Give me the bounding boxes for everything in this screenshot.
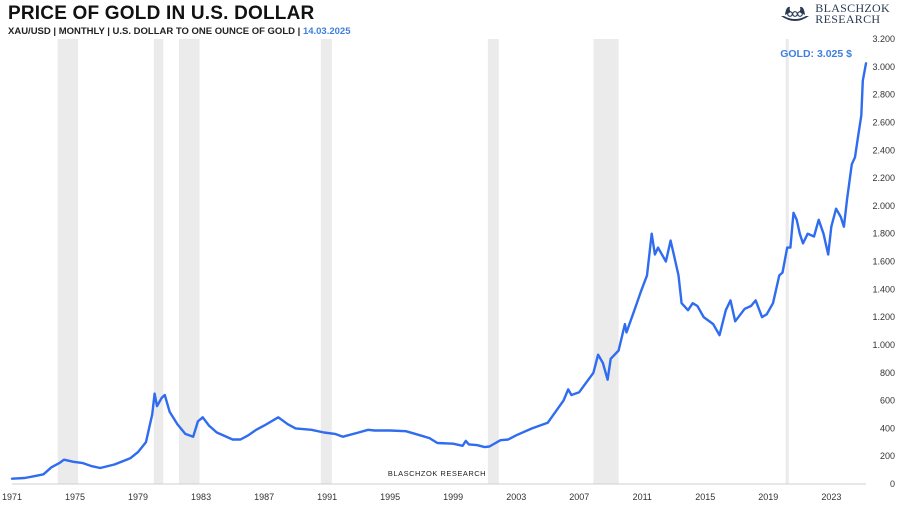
logo-line1: BLASCHZOK [815,1,890,15]
logo-line2: RESEARCH [815,12,881,26]
y-tick-label: 1.600 [872,257,895,267]
y-tick-label: 400 [880,423,895,433]
x-tick-label: 1987 [254,492,274,502]
shaded-period-5 [593,39,619,484]
shaded-period-6 [785,39,789,484]
shaded-period-2 [179,39,200,484]
viking-ship-icon [781,6,810,21]
x-tick-label: 1983 [191,492,211,502]
x-tick-label: 1971 [2,492,22,502]
chart-title: PRICE OF GOLD IN U.S. DOLLAR [8,3,315,24]
x-tick-label: 1991 [317,492,337,502]
chart-subtitle: XAU/USD | MONTHLY | U.S. DOLLAR TO ONE O… [8,26,350,37]
y-tick-label: 800 [880,368,895,378]
y-tick-label: 1.400 [872,284,895,294]
subtitle-text: XAU/USD | MONTHLY | U.S. DOLLAR TO ONE O… [8,26,303,37]
x-tick-label: 2019 [758,492,778,502]
shaded-period-3 [320,39,332,484]
price-annotation: GOLD: 3.025 $ [780,48,852,60]
x-tick-label: 1979 [128,492,148,502]
x-tick-label: 2023 [821,492,841,502]
x-tick-label: 1975 [65,492,85,502]
y-tick-label: 1.000 [872,340,895,350]
shaded-period-4 [487,39,499,484]
y-tick-label: 2.000 [872,201,895,211]
x-tick-label: 2007 [569,492,589,502]
y-tick-label: 2.800 [872,90,895,100]
subtitle-date: 14.03.2025 [302,26,351,37]
shaded-period-1 [153,39,164,484]
y-tick-label: 3.000 [872,62,895,72]
x-tick-label: 1995 [380,492,400,502]
logo-text: BLASCHZOK RESEARCH [815,1,890,26]
series-line-0 [10,62,868,480]
x-tick-label: 2015 [695,492,715,502]
x-tick-label: 1999 [443,492,463,502]
y-tick-label: 2.600 [872,117,895,127]
y-tick-label: 1.200 [872,312,895,322]
x-tick-label: 2003 [506,492,526,502]
brand-logo: BLASCHZOK RESEARCH [779,2,890,26]
y-tick-label: 3.200 [872,34,895,44]
shaded-period-0 [57,39,79,484]
x-tick-label: 2011 [633,492,652,502]
y-tick-label: 600 [880,396,895,406]
y-tick-label: 2.200 [872,173,895,183]
y-tick-label: 0 [890,479,895,489]
watermark: BLASCHZOK RESEARCH [388,469,486,478]
y-tick-label: 1.800 [872,229,895,239]
y-tick-label: 200 [880,451,895,461]
y-tick-label: 2.400 [872,145,895,155]
